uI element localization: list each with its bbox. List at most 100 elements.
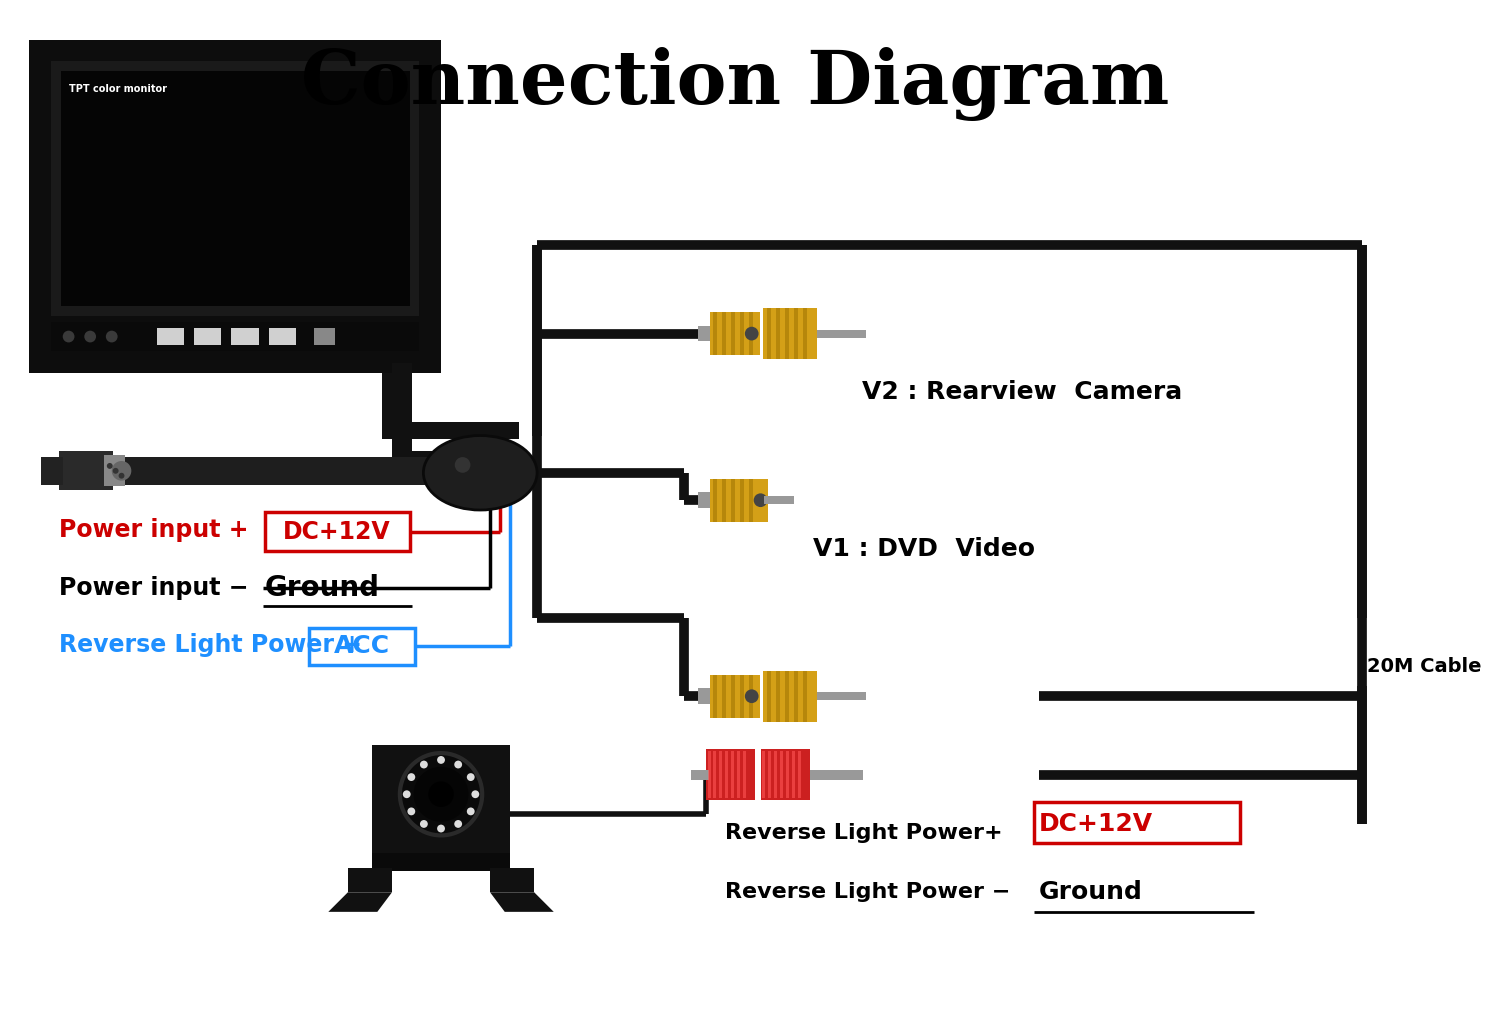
- Circle shape: [471, 790, 480, 798]
- Circle shape: [466, 774, 474, 781]
- Bar: [714, 478, 717, 522]
- Bar: [194, 328, 222, 345]
- Circle shape: [420, 820, 428, 828]
- Bar: [792, 751, 795, 798]
- Text: TPT color monitor: TPT color monitor: [69, 84, 166, 94]
- Bar: [730, 478, 735, 522]
- Bar: [231, 328, 258, 345]
- Bar: [698, 326, 714, 341]
- Bar: [776, 308, 780, 359]
- Bar: [710, 675, 759, 717]
- Text: Connection Diagram: Connection Diagram: [302, 47, 1168, 121]
- Circle shape: [436, 825, 445, 833]
- Text: Power input +: Power input +: [58, 517, 249, 542]
- Bar: [372, 853, 510, 871]
- Bar: [692, 770, 708, 780]
- Bar: [760, 749, 810, 800]
- Circle shape: [436, 756, 445, 763]
- Circle shape: [466, 807, 474, 816]
- Bar: [774, 751, 777, 798]
- Text: DC+12V: DC+12V: [284, 519, 392, 544]
- Bar: [714, 312, 717, 356]
- Circle shape: [414, 766, 468, 822]
- Bar: [786, 751, 789, 798]
- Bar: [740, 478, 744, 522]
- Bar: [740, 312, 744, 356]
- Bar: [768, 670, 771, 722]
- Text: 20M Cable: 20M Cable: [1366, 657, 1482, 677]
- Bar: [30, 40, 441, 373]
- Bar: [51, 322, 420, 352]
- Text: Reverse Light Power+: Reverse Light Power+: [724, 824, 1004, 843]
- Bar: [392, 403, 411, 461]
- Bar: [710, 312, 759, 356]
- Bar: [98, 457, 480, 484]
- Bar: [348, 868, 392, 892]
- Circle shape: [84, 331, 96, 342]
- Bar: [723, 675, 726, 717]
- Bar: [104, 455, 126, 486]
- Bar: [714, 675, 717, 717]
- Bar: [762, 751, 765, 798]
- Circle shape: [118, 473, 124, 478]
- Bar: [490, 868, 534, 892]
- Circle shape: [429, 782, 454, 807]
- Bar: [698, 689, 714, 704]
- Bar: [794, 308, 798, 359]
- Bar: [723, 478, 726, 522]
- Bar: [740, 675, 744, 717]
- Circle shape: [106, 463, 112, 469]
- Bar: [768, 751, 771, 798]
- Text: DC+12V: DC+12V: [1040, 811, 1154, 836]
- Bar: [710, 478, 768, 522]
- Bar: [382, 422, 519, 439]
- Circle shape: [404, 790, 411, 798]
- Bar: [58, 452, 112, 491]
- Bar: [1034, 802, 1240, 843]
- Ellipse shape: [423, 435, 537, 510]
- Bar: [748, 478, 753, 522]
- Polygon shape: [328, 892, 392, 912]
- Bar: [794, 670, 798, 722]
- Circle shape: [454, 760, 462, 769]
- Circle shape: [420, 760, 428, 769]
- Bar: [392, 452, 519, 471]
- Bar: [764, 308, 818, 359]
- Text: Reverse Light Power +: Reverse Light Power +: [58, 634, 362, 657]
- Bar: [471, 457, 488, 484]
- Circle shape: [454, 457, 471, 473]
- Bar: [708, 751, 711, 798]
- Bar: [736, 751, 740, 798]
- Bar: [714, 751, 717, 798]
- Bar: [748, 675, 753, 717]
- Bar: [392, 363, 411, 403]
- Circle shape: [753, 494, 768, 507]
- Bar: [798, 751, 801, 798]
- Bar: [723, 312, 726, 356]
- Text: V1 : DVD  Video: V1 : DVD Video: [813, 538, 1035, 561]
- Text: ACC: ACC: [333, 635, 390, 658]
- Bar: [730, 675, 735, 717]
- Bar: [818, 692, 867, 700]
- Bar: [802, 308, 807, 359]
- Bar: [62, 71, 410, 307]
- Circle shape: [106, 331, 117, 342]
- Bar: [724, 751, 728, 798]
- Bar: [698, 493, 714, 508]
- Circle shape: [408, 807, 416, 816]
- Bar: [802, 670, 807, 722]
- Bar: [748, 312, 753, 356]
- Text: V2 : Rearview  Camera: V2 : Rearview Camera: [862, 380, 1182, 405]
- Text: Ground: Ground: [1040, 880, 1143, 904]
- Bar: [765, 497, 794, 504]
- Bar: [764, 670, 818, 722]
- Circle shape: [454, 820, 462, 828]
- Bar: [780, 751, 783, 798]
- Bar: [705, 749, 754, 800]
- Bar: [810, 770, 864, 780]
- Bar: [158, 328, 184, 345]
- Bar: [742, 751, 746, 798]
- Bar: [40, 457, 63, 484]
- Bar: [776, 670, 780, 722]
- Circle shape: [408, 774, 416, 781]
